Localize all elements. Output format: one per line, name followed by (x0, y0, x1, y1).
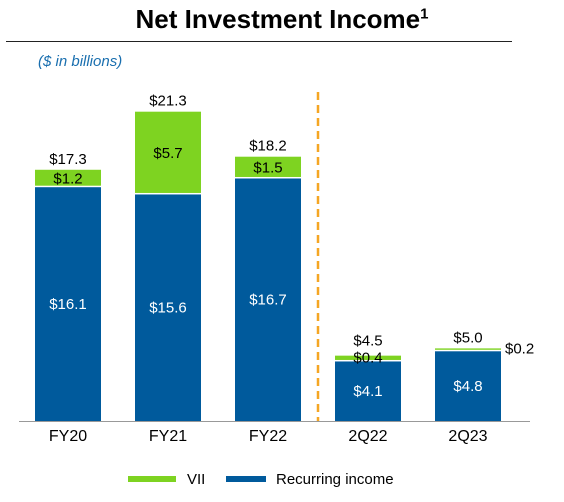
bar-vii-2q23 (435, 348, 501, 350)
label-recurring-fy20: $16.1 (49, 296, 87, 313)
x-tick-fy22: FY22 (249, 428, 287, 445)
label-recurring-fy22: $16.7 (249, 292, 287, 309)
label-recurring-2q23: $4.8 (453, 378, 482, 395)
bar-vii-fy20 (35, 169, 101, 186)
chart-subtitle: ($ in billions) (38, 53, 123, 70)
bar-vii-fy22 (235, 156, 301, 177)
bar-vii-2q22 (335, 355, 401, 360)
bar-recurring-fy21 (135, 194, 201, 421)
label-vii-2q23: $0.2 (505, 340, 534, 357)
x-tick-fy20: FY20 (49, 428, 87, 445)
legend-label-vii: VII (187, 471, 205, 488)
label-vii-2q22: $0.4 (353, 350, 382, 367)
bar-vii-fy21 (135, 111, 201, 193)
x-tick-2q22: 2Q22 (348, 428, 387, 445)
bar-recurring-fy22 (235, 178, 301, 421)
legend-swatch-vii (128, 476, 176, 482)
label-total-fy20: $17.3 (49, 151, 87, 168)
label-vii-fy21: $5.7 (153, 145, 182, 162)
title-rule (6, 41, 512, 42)
x-tick-fy21: FY21 (149, 428, 187, 445)
label-vii-fy20: $1.2 (53, 170, 82, 187)
x-tick-2q23: 2Q23 (448, 428, 487, 445)
title-text: Net Investment Income (135, 4, 421, 34)
label-recurring-2q22: $4.1 (353, 383, 382, 400)
label-vii-fy22: $1.5 (253, 160, 282, 177)
bar-recurring-2q22 (335, 361, 401, 421)
label-total-2q23: $5.0 (453, 329, 482, 346)
legend-swatch-recurring (226, 476, 266, 482)
bar-recurring-2q23 (435, 351, 501, 421)
chart-title: Net Investment Income1 (0, 4, 564, 35)
title-footnote: 1 (420, 5, 429, 23)
label-total-fy22: $18.2 (249, 138, 287, 155)
legend-label-recurring: Recurring income (276, 471, 394, 488)
label-total-fy21: $21.3 (149, 93, 187, 110)
label-recurring-fy21: $15.6 (149, 300, 187, 317)
label-total-2q22: $4.5 (353, 333, 382, 350)
bar-recurring-fy20 (35, 187, 101, 421)
